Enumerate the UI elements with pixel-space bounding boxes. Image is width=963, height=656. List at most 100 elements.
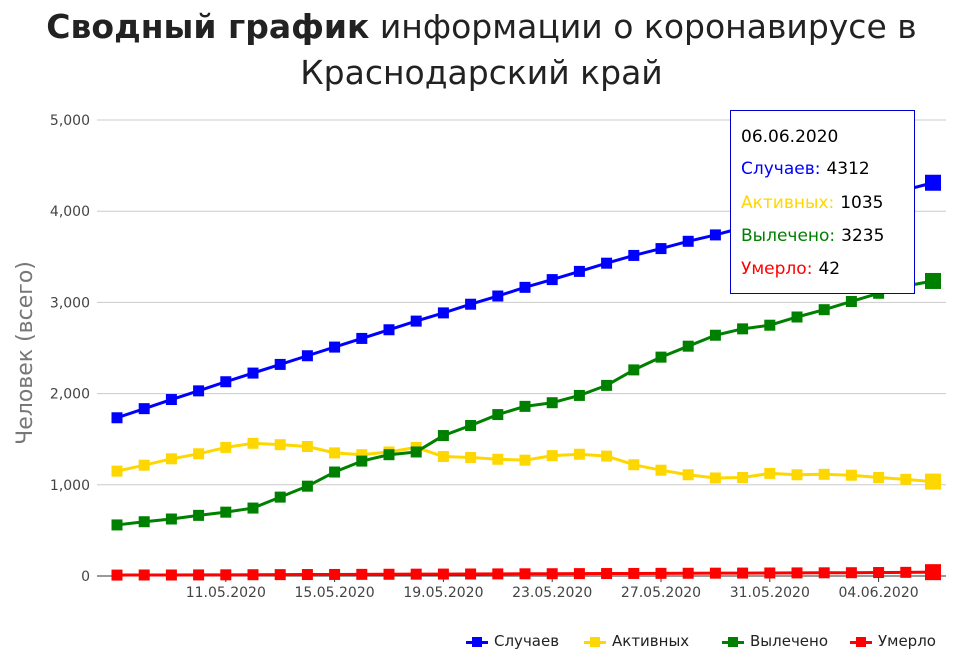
data-point[interactable]	[383, 568, 395, 580]
data-point[interactable]	[193, 448, 205, 460]
data-point[interactable]	[764, 319, 776, 331]
data-point[interactable]	[111, 569, 123, 581]
data-point[interactable]	[247, 367, 259, 379]
data-point[interactable]	[356, 449, 368, 461]
data-point[interactable]	[601, 257, 613, 269]
data-point[interactable]	[546, 568, 558, 580]
data-point[interactable]	[410, 568, 422, 580]
data-point[interactable]	[737, 323, 749, 335]
data-point[interactable]	[383, 449, 395, 461]
data-point[interactable]	[601, 379, 613, 391]
data-point[interactable]	[764, 567, 776, 579]
data-point[interactable]	[274, 491, 286, 503]
data-point[interactable]	[709, 329, 721, 341]
data-point[interactable]	[655, 464, 667, 476]
data-point[interactable]	[301, 350, 313, 362]
data-point[interactable]	[791, 469, 803, 481]
data-point[interactable]	[356, 455, 368, 467]
data-point[interactable]	[519, 400, 531, 412]
data-point[interactable]	[737, 567, 749, 579]
data-point[interactable]	[465, 451, 477, 463]
data-point[interactable]	[519, 568, 531, 580]
data-point[interactable]	[818, 468, 830, 480]
data-point[interactable]	[492, 568, 504, 580]
data-point[interactable]	[356, 332, 368, 344]
data-point[interactable]	[437, 307, 449, 319]
data-point[interactable]	[601, 568, 613, 580]
data-point[interactable]	[628, 459, 640, 471]
data-point[interactable]	[329, 466, 341, 478]
data-point[interactable]	[301, 480, 313, 492]
data-point[interactable]	[873, 472, 885, 484]
data-point[interactable]	[546, 274, 558, 286]
legend-item-deaths[interactable]: Умерло	[850, 632, 936, 650]
data-point[interactable]	[764, 467, 776, 479]
data-point[interactable]	[193, 509, 205, 521]
data-point[interactable]	[519, 454, 531, 466]
data-point[interactable]	[220, 441, 232, 453]
data-point[interactable]	[138, 516, 150, 528]
data-point[interactable]	[818, 304, 830, 316]
data-point[interactable]	[111, 465, 123, 477]
data-point[interactable]	[437, 430, 449, 442]
data-point[interactable]	[274, 569, 286, 581]
data-point[interactable]	[383, 324, 395, 336]
data-point[interactable]	[546, 397, 558, 409]
data-point[interactable]	[410, 315, 422, 327]
data-point[interactable]	[274, 439, 286, 451]
data-point[interactable]	[628, 249, 640, 261]
data-point[interactable]	[682, 469, 694, 481]
data-point[interactable]	[573, 568, 585, 580]
data-point[interactable]	[873, 567, 885, 579]
data-point[interactable]	[138, 403, 150, 415]
data-point[interactable]	[356, 568, 368, 580]
data-point[interactable]	[845, 469, 857, 481]
data-point[interactable]	[925, 564, 941, 581]
data-point[interactable]	[791, 567, 803, 579]
data-point[interactable]	[573, 448, 585, 460]
data-point[interactable]	[465, 420, 477, 432]
data-point[interactable]	[301, 440, 313, 452]
data-point[interactable]	[682, 340, 694, 352]
data-point[interactable]	[925, 174, 941, 191]
data-point[interactable]	[709, 472, 721, 484]
data-point[interactable]	[138, 569, 150, 581]
data-point[interactable]	[220, 376, 232, 388]
data-point[interactable]	[492, 290, 504, 302]
data-point[interactable]	[628, 364, 640, 376]
data-point[interactable]	[465, 298, 477, 310]
data-point[interactable]	[193, 569, 205, 581]
data-point[interactable]	[220, 569, 232, 581]
data-point[interactable]	[655, 567, 667, 579]
data-point[interactable]	[247, 437, 259, 449]
data-point[interactable]	[410, 446, 422, 458]
data-point[interactable]	[220, 506, 232, 518]
data-point[interactable]	[138, 459, 150, 471]
data-point[interactable]	[845, 295, 857, 307]
data-point[interactable]	[601, 450, 613, 462]
data-point[interactable]	[301, 569, 313, 581]
data-point[interactable]	[492, 409, 504, 421]
data-point[interactable]	[925, 272, 941, 289]
data-point[interactable]	[709, 567, 721, 579]
data-point[interactable]	[628, 567, 640, 579]
data-point[interactable]	[437, 568, 449, 580]
legend-item-recovered[interactable]: Вылечено	[722, 632, 828, 650]
data-point[interactable]	[193, 385, 205, 397]
data-point[interactable]	[165, 394, 177, 406]
data-point[interactable]	[329, 568, 341, 580]
data-point[interactable]	[925, 473, 941, 490]
legend-item-cases[interactable]: Случаев	[466, 632, 559, 650]
data-point[interactable]	[274, 358, 286, 370]
data-point[interactable]	[492, 453, 504, 465]
data-point[interactable]	[573, 265, 585, 277]
data-point[interactable]	[818, 567, 830, 579]
data-point[interactable]	[546, 450, 558, 462]
data-point[interactable]	[247, 502, 259, 514]
data-point[interactable]	[709, 229, 721, 241]
data-point[interactable]	[791, 311, 803, 323]
legend-item-active[interactable]: Активных	[584, 632, 689, 650]
data-point[interactable]	[111, 519, 123, 531]
data-point[interactable]	[165, 569, 177, 581]
data-point[interactable]	[329, 341, 341, 353]
